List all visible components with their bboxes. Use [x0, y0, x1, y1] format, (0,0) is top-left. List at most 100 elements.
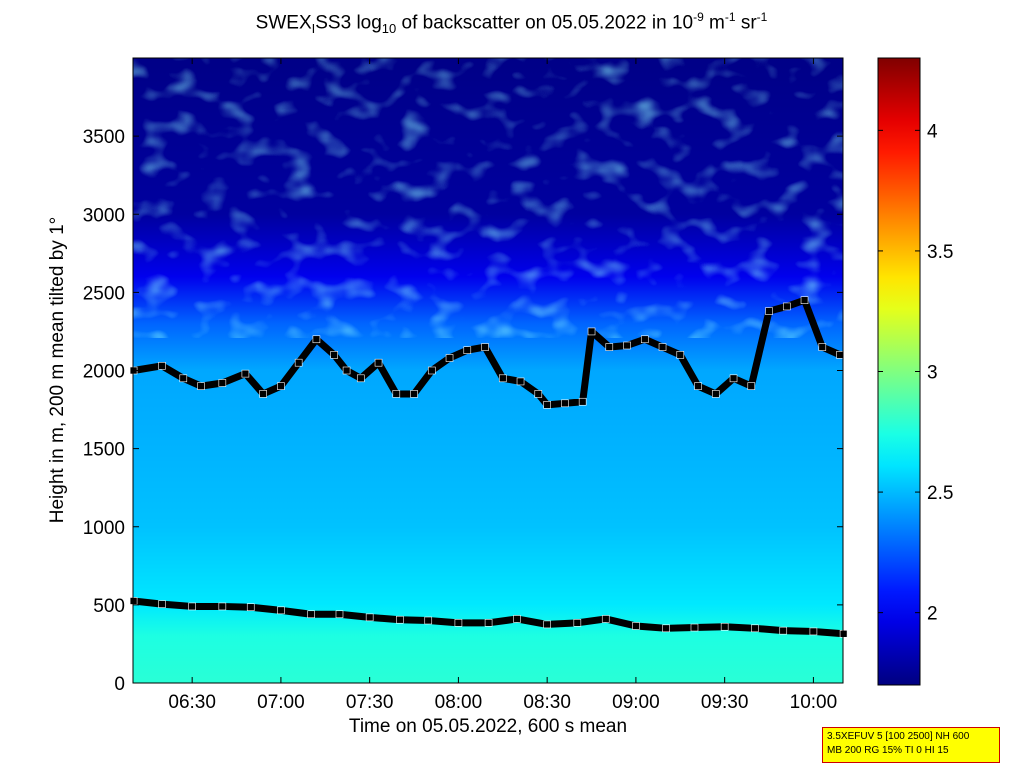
- upper-layer-marker: [312, 335, 321, 344]
- upper-layer-marker: [481, 343, 489, 351]
- heatmap-texture: [133, 58, 843, 338]
- lower-layer-marker: [484, 619, 493, 627]
- info-box: 3.5XEFUV 5 [100 2500] NH 600 MB 200 RG 1…: [822, 727, 1000, 763]
- upper-layer-marker: [765, 307, 773, 315]
- info-line: MB 200 RG 15% TI 0 HI 15: [827, 745, 949, 756]
- upper-layer-marker: [711, 390, 720, 398]
- lower-layer-marker: [424, 616, 433, 625]
- lower-layer-marker: [839, 629, 848, 638]
- upper-layer-marker: [277, 382, 285, 390]
- y-tick-label: 1500: [83, 440, 125, 461]
- upper-layer-marker: [818, 343, 827, 351]
- lower-layer-marker: [720, 622, 729, 631]
- upper-layer-marker: [392, 390, 401, 398]
- x-axis: 06:30 07:00 07:30 08:00 08:30 09:00 09:30 10:00: [168, 58, 837, 713]
- lower-layer-marker: [690, 623, 699, 632]
- upper-layer-marker: [800, 296, 809, 304]
- upper-layer-marker: [342, 366, 351, 375]
- upper-layer-marker: [516, 377, 525, 386]
- x-tick-label: 10:00: [790, 692, 838, 713]
- upper-layer-marker: [747, 382, 756, 390]
- upper-layer-marker: [676, 351, 685, 359]
- lower-layer-markers: [129, 597, 848, 638]
- upper-layer-marker: [294, 358, 303, 367]
- lower-layer-marker: [779, 626, 788, 635]
- lower-layer-marker: [277, 606, 285, 615]
- upper-layer-marker: [534, 390, 543, 398]
- lower-layer-marker: [396, 615, 404, 624]
- upper-layer-marker: [197, 382, 205, 390]
- y-axis-label: Height in m, 200 m mean tilted by 1°: [47, 216, 68, 524]
- lower-layer-marker: [307, 610, 315, 619]
- y-tick-label: 500: [93, 596, 125, 617]
- upper-layer-marker: [729, 374, 738, 383]
- lower-layer-marker: [573, 619, 582, 627]
- x-tick-label: 07:30: [346, 692, 394, 713]
- lower-layer-marker: [335, 610, 344, 619]
- upper-layer-marker: [543, 401, 551, 409]
- upper-layer-marker: [427, 366, 436, 375]
- y-tick-label: 1000: [83, 518, 125, 539]
- upper-layer-markers: [129, 296, 844, 409]
- upper-layer-marker: [782, 302, 791, 311]
- y-tick-label: 3500: [83, 127, 125, 148]
- y-tick-label: 0: [114, 674, 125, 695]
- x-tick-label: 09:00: [612, 692, 660, 713]
- lower-layer-marker: [632, 622, 640, 630]
- lower-layer-marker: [543, 620, 551, 629]
- lower-layer-marker: [809, 627, 818, 636]
- colorbar: [877, 57, 921, 686]
- upper-layer-marker: [658, 343, 667, 351]
- colorbar-tick-label: 2.5: [927, 483, 953, 504]
- upper-layer-marker: [578, 397, 587, 406]
- colorbar-tick-label: 4: [927, 121, 938, 142]
- x-tick-label: 07:00: [257, 692, 305, 713]
- lower-layer-marker: [454, 619, 463, 627]
- upper-layer-marker: [587, 327, 596, 336]
- upper-layer-marker: [259, 390, 267, 398]
- y-tick-label: 2000: [83, 362, 125, 383]
- lower-layer-marker: [129, 597, 138, 605]
- lower-layer-marker: [218, 602, 227, 611]
- lower-layer-marker: [662, 624, 670, 633]
- upper-layer-marker: [330, 351, 338, 359]
- lower-layer-marker: [601, 615, 610, 623]
- y-tick-label: 2500: [83, 283, 125, 304]
- lower-layer-marker: [751, 624, 759, 633]
- lower-layer-marker: [188, 602, 196, 611]
- x-axis-label: Time on 05.05.2022, 600 s mean: [348, 716, 628, 737]
- chart-title: SWEXISS3 log10 of backscatter on 05.05.2…: [255, 10, 768, 37]
- x-tick-label: 09:30: [701, 692, 749, 713]
- colorbar-tick-label: 3.5: [927, 242, 953, 263]
- upper-layer-marker: [374, 358, 383, 367]
- lower-layer-marker: [246, 603, 255, 612]
- colorbar-tick-label: 2: [927, 604, 938, 625]
- upper-layer-marker: [836, 351, 844, 359]
- x-tick-label: 08:00: [435, 692, 483, 713]
- upper-layer-marker: [356, 374, 365, 383]
- colorbar-axis: 2 2.5 3 3.5 4: [878, 121, 953, 625]
- upper-layer-marker: [463, 346, 472, 354]
- upper-layer-marker: [561, 399, 569, 408]
- lower-layer-marker: [513, 615, 521, 623]
- upper-layer-marker: [605, 343, 614, 351]
- upper-layer-marker: [623, 341, 631, 350]
- x-tick-label: 08:30: [523, 692, 571, 713]
- upper-layer-marker: [640, 335, 649, 344]
- info-line: 3.5XEFUV 5 [100 2500] NH 600: [827, 731, 970, 742]
- upper-layer-marker: [179, 374, 188, 383]
- y-tick-label: 3000: [83, 205, 125, 226]
- y-axis: 0 500 1000 1500 2000 2500 3000 3500: [83, 127, 843, 695]
- upper-layer-marker: [158, 362, 166, 370]
- upper-layer-marker: [218, 379, 227, 387]
- lower-layer-marker: [158, 600, 166, 608]
- lower-layer-marker: [365, 613, 374, 622]
- x-tick-label: 06:30: [168, 692, 216, 713]
- upper-layer-marker: [445, 354, 454, 362]
- upper-layer-marker: [241, 369, 250, 378]
- colorbar-tick-label: 3: [927, 363, 938, 384]
- upper-layer-marker: [694, 382, 702, 390]
- upper-layer-marker: [410, 390, 418, 398]
- upper-layer-marker: [498, 374, 507, 383]
